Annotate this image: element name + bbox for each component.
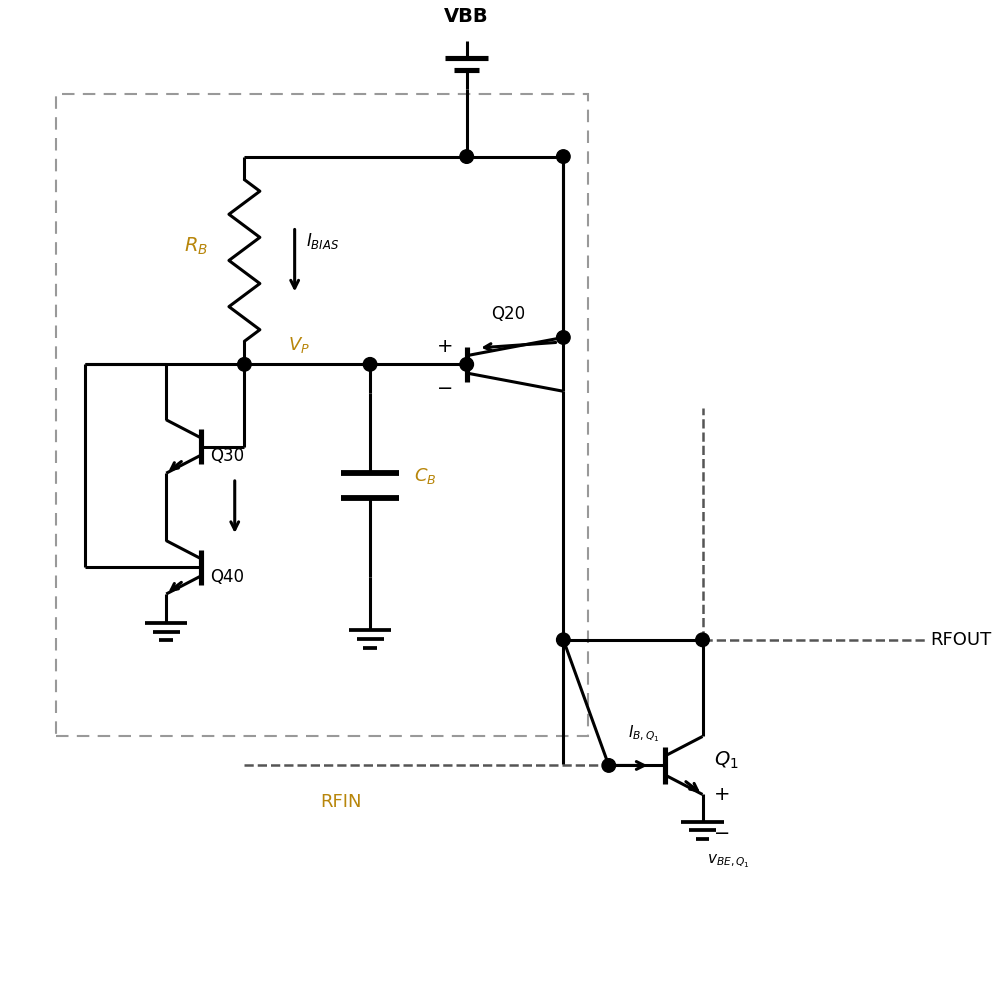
- Text: $Q_1$: $Q_1$: [714, 750, 739, 771]
- Text: $I_{B,Q_1}$: $I_{B,Q_1}$: [628, 724, 660, 744]
- Text: VBB: VBB: [444, 7, 489, 26]
- Circle shape: [557, 149, 570, 163]
- Circle shape: [460, 357, 473, 371]
- Circle shape: [557, 331, 570, 345]
- Circle shape: [363, 357, 377, 371]
- Text: $V_P$: $V_P$: [288, 335, 310, 354]
- Text: Q20: Q20: [491, 305, 525, 323]
- Text: RFIN: RFIN: [320, 793, 362, 811]
- Circle shape: [557, 633, 570, 646]
- Text: $v_{BE,Q_1}$: $v_{BE,Q_1}$: [707, 852, 750, 870]
- Text: −: −: [437, 379, 454, 398]
- Text: $I_{BIAS}$: $I_{BIAS}$: [306, 231, 340, 251]
- Text: RFOUT: RFOUT: [931, 631, 992, 648]
- Text: Q40: Q40: [211, 568, 245, 586]
- Text: +: +: [714, 785, 731, 804]
- Text: +: +: [437, 338, 454, 356]
- Text: $C_B$: $C_B$: [414, 465, 436, 485]
- Circle shape: [238, 357, 251, 371]
- Circle shape: [696, 633, 709, 646]
- Text: −: −: [714, 824, 730, 842]
- Circle shape: [460, 149, 473, 163]
- Text: Q30: Q30: [211, 447, 245, 465]
- Text: $R_B$: $R_B$: [184, 236, 208, 256]
- Circle shape: [602, 758, 616, 772]
